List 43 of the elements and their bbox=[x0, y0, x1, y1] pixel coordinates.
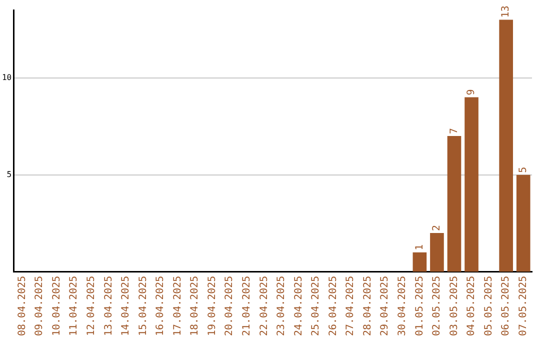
x-tick-label: 18.04.2025 bbox=[190, 276, 201, 336]
x-tick-label: 24.04.2025 bbox=[293, 276, 304, 336]
data-label: 7 bbox=[448, 128, 460, 134]
x-tick-label: 10.04.2025 bbox=[51, 276, 62, 336]
data-label: 1 bbox=[414, 244, 426, 250]
data-label: 5 bbox=[518, 166, 529, 173]
bar bbox=[430, 233, 444, 272]
bar bbox=[516, 174, 530, 272]
x-tick-label: 04.05.2025 bbox=[466, 276, 478, 336]
x-tick-label: 30.04.2025 bbox=[397, 276, 408, 336]
x-tick-label: 02.05.2025 bbox=[432, 276, 443, 336]
x-tick-label: 17.04.2025 bbox=[172, 276, 184, 336]
data-label: 13 bbox=[500, 6, 512, 18]
bar bbox=[499, 20, 513, 272]
x-tick-label: 23.04.2025 bbox=[276, 276, 288, 336]
x-tick-label: 09.04.2025 bbox=[34, 276, 46, 336]
x-tick-label: 29.04.2025 bbox=[380, 276, 391, 336]
x-tick-label: 01.05.2025 bbox=[414, 276, 426, 336]
y-tick-label: 10 bbox=[2, 72, 12, 82]
x-tick-label: 22.04.2025 bbox=[258, 276, 270, 336]
data-label: 9 bbox=[466, 89, 478, 96]
x-tick-label: 07.05.2025 bbox=[518, 276, 529, 336]
x-tick-label: 28.04.2025 bbox=[362, 276, 374, 336]
x-tick-label: 06.05.2025 bbox=[500, 276, 512, 336]
x-tick-label: 14.04.2025 bbox=[120, 276, 132, 336]
x-tick-label: 15.04.2025 bbox=[138, 276, 149, 336]
x-tick-label: 05.05.2025 bbox=[483, 276, 494, 336]
bar bbox=[447, 136, 462, 272]
x-tick-label: 11.04.2025 bbox=[68, 276, 80, 336]
x-tick-label: 13.04.2025 bbox=[103, 276, 114, 336]
x-tick-label: 21.04.2025 bbox=[241, 276, 252, 336]
bar bbox=[412, 252, 427, 272]
x-tick-label: 26.04.2025 bbox=[328, 276, 339, 336]
bar bbox=[464, 97, 478, 272]
x-tick-label: 08.04.2025 bbox=[16, 276, 28, 336]
x-tick-label: 25.04.2025 bbox=[310, 276, 322, 336]
x-tick-label: 12.04.2025 bbox=[86, 276, 97, 336]
x-tick-label: 16.04.2025 bbox=[155, 276, 166, 336]
data-label: 2 bbox=[432, 224, 443, 232]
x-tick-label: 20.04.2025 bbox=[224, 276, 236, 336]
x-tick-label: 03.05.2025 bbox=[448, 276, 460, 336]
x-tick-label: 19.04.2025 bbox=[206, 276, 218, 336]
x-tick-label: 27.04.2025 bbox=[345, 276, 356, 336]
